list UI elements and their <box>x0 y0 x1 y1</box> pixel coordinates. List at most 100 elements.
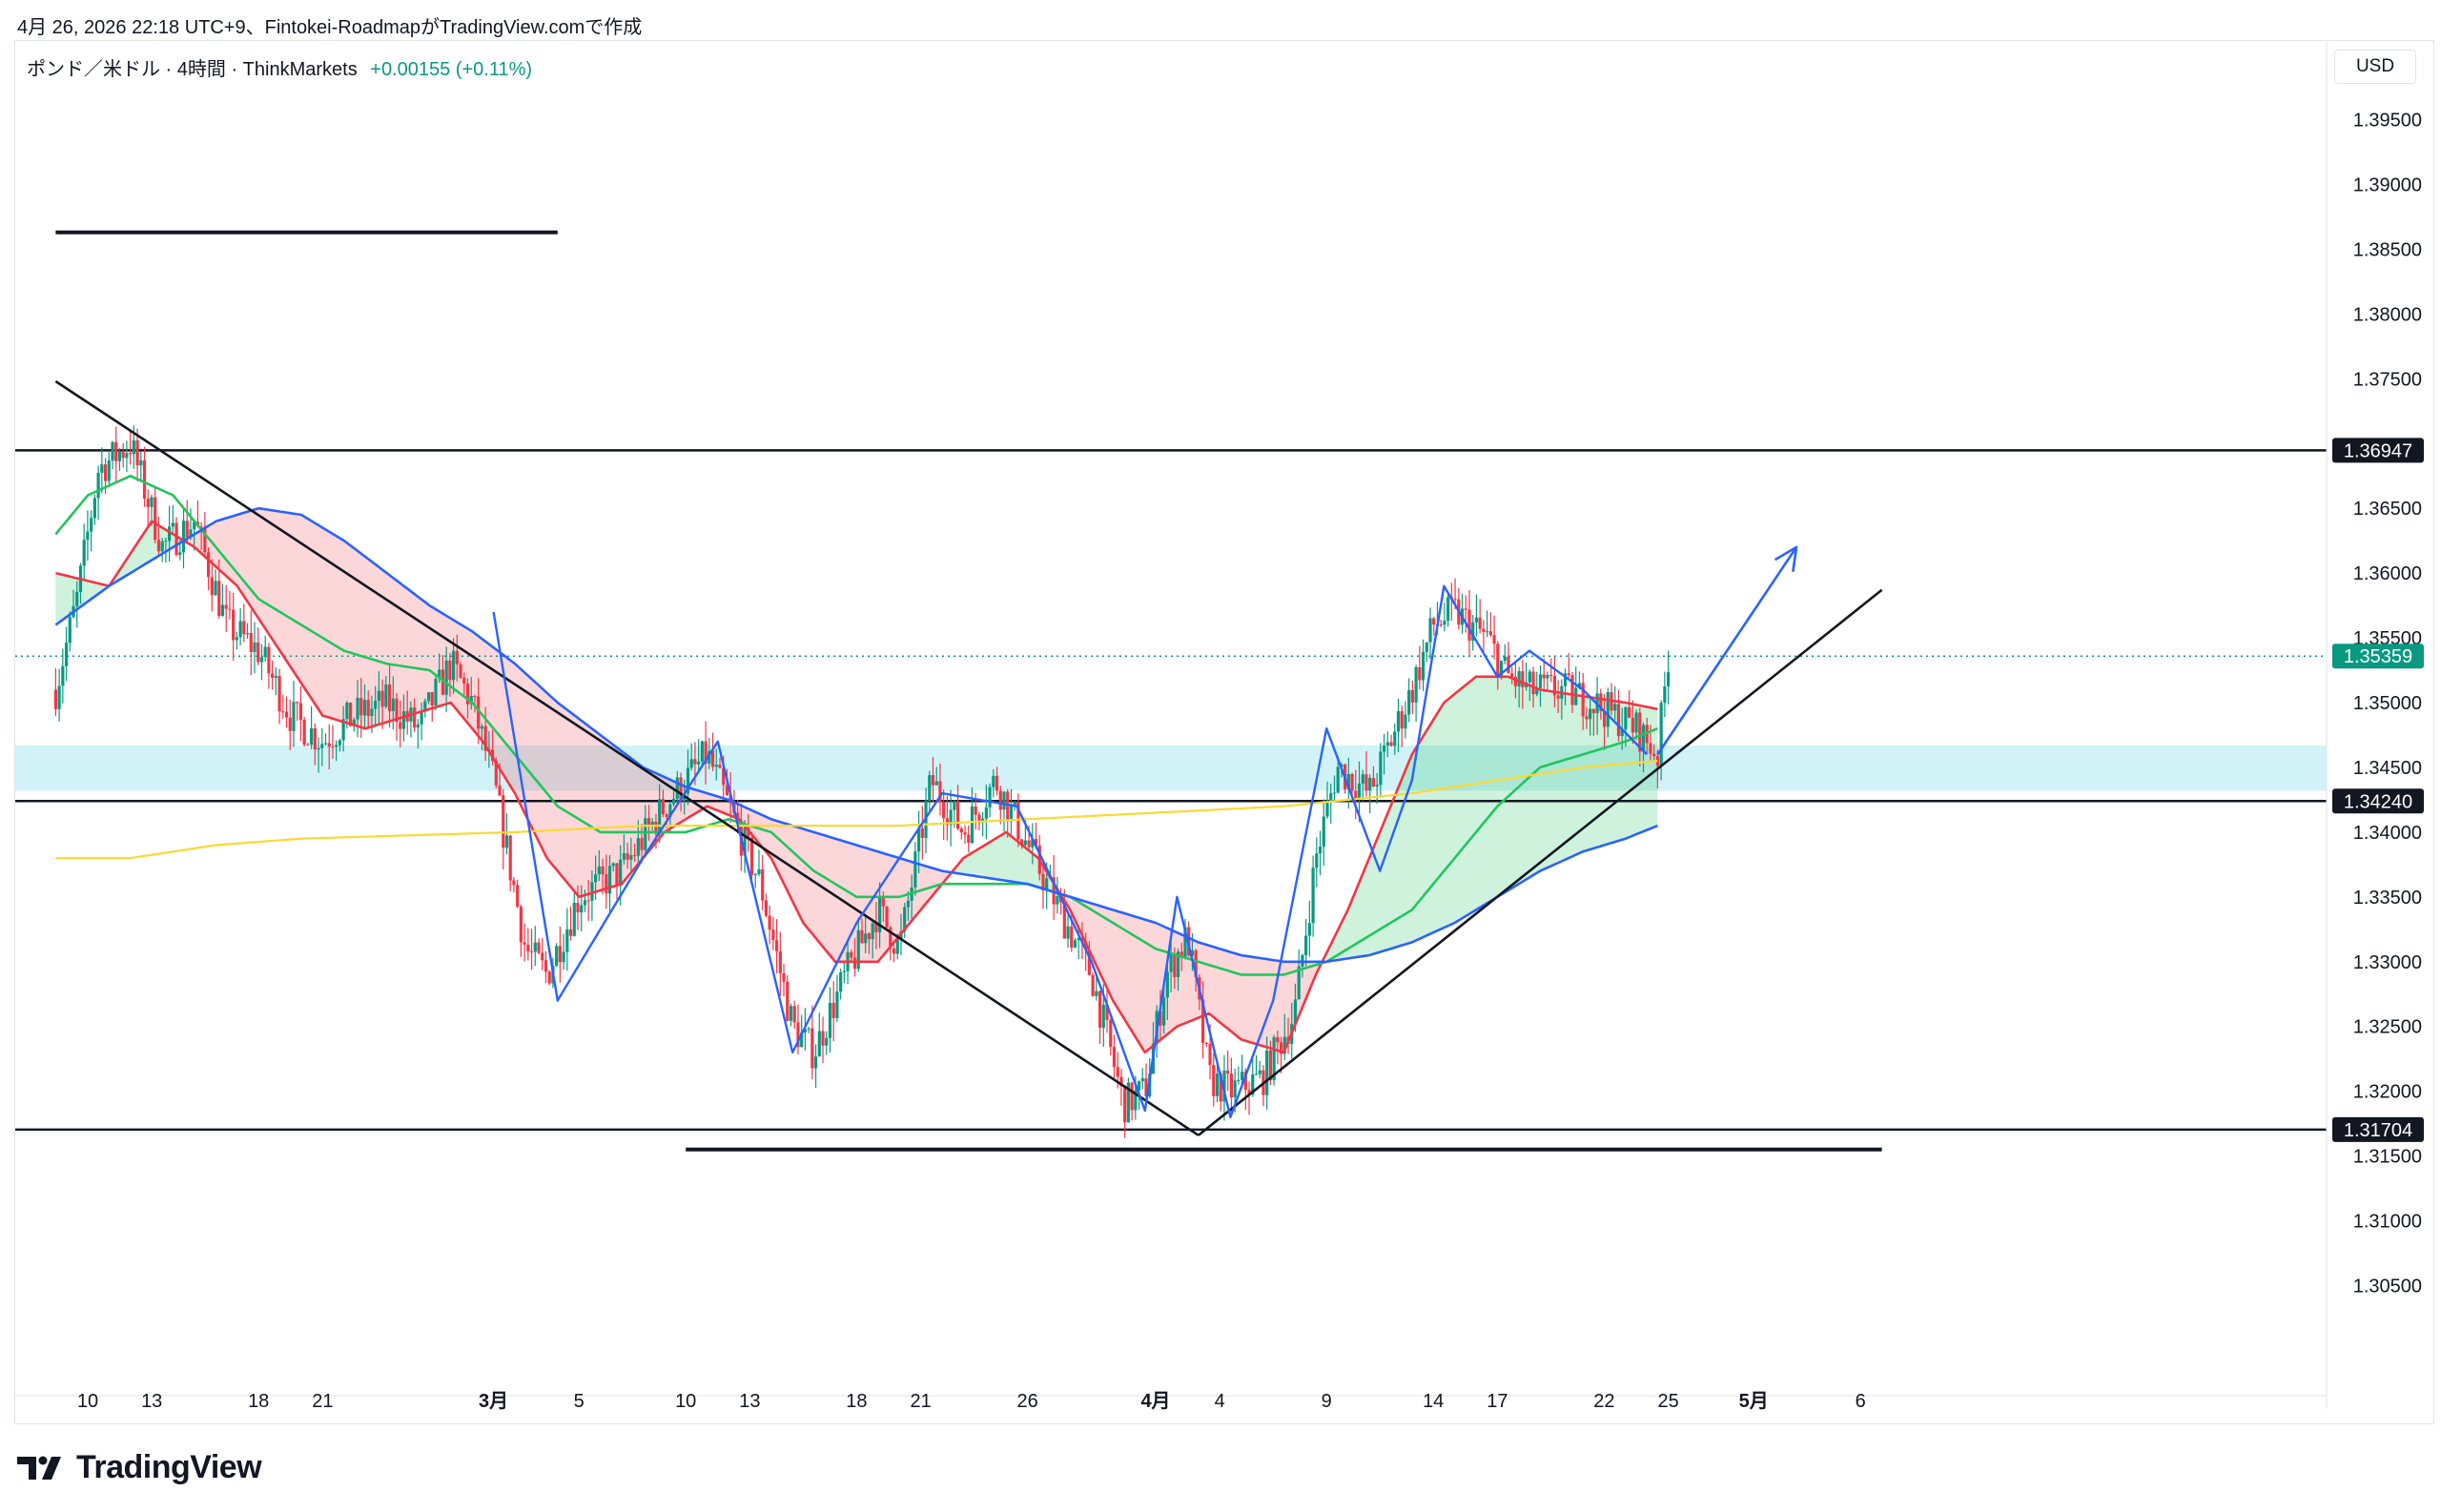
time-tick-label: 21 <box>312 1391 333 1412</box>
candle-body <box>1212 1065 1216 1096</box>
candle-body <box>1428 618 1432 643</box>
candle-body <box>242 621 246 635</box>
candle-body <box>1418 666 1422 681</box>
candle-body <box>121 451 125 459</box>
candle-body <box>1570 675 1574 705</box>
candle-body <box>281 711 285 713</box>
ema-mid-line <box>54 474 1658 976</box>
candle-body <box>313 727 317 750</box>
candle-body <box>193 521 196 530</box>
candle-body <box>654 821 658 834</box>
candle-body <box>68 617 72 644</box>
candle-body <box>1258 1070 1262 1074</box>
candle-body <box>267 646 271 674</box>
candle-body <box>335 745 338 747</box>
candle-body <box>292 702 296 731</box>
candle-body <box>320 744 324 748</box>
candle-body <box>1020 839 1024 846</box>
candle-body <box>1346 773 1350 789</box>
candle-body <box>981 818 985 822</box>
candle-body <box>594 874 598 883</box>
candle-body <box>228 608 232 610</box>
time-tick-label: 6 <box>1856 1391 1866 1412</box>
candle-body <box>480 725 484 729</box>
candle-body <box>1045 878 1049 890</box>
price-axis: 1.39500 1.39000 1.38500 1.38000 1.37500 1.365… <box>2326 42 2424 1409</box>
price-tag-box <box>2332 438 2424 463</box>
candle-body <box>1077 937 1080 941</box>
candle-body <box>1361 774 1364 784</box>
time-tick-label: 10 <box>675 1391 696 1412</box>
candle-body <box>1219 1073 1222 1102</box>
candle-body <box>640 838 644 850</box>
candle-body <box>1414 666 1418 703</box>
candle-body <box>998 790 1002 810</box>
price-tick-label: 1.39500 <box>2353 111 2422 132</box>
candle-body <box>864 933 868 944</box>
candle-body <box>1144 1078 1148 1097</box>
currency-selector[interactable]: USD <box>2334 50 2416 84</box>
candle-body <box>1322 816 1325 848</box>
candle-body <box>1194 950 1198 978</box>
candle-body <box>494 761 498 786</box>
candle-body <box>1499 661 1504 677</box>
candle-body <box>455 650 459 664</box>
price-tick-label: 1.34500 <box>2353 758 2422 779</box>
tradingview-logo[interactable]: TradingView <box>17 1449 262 1486</box>
candle-body <box>590 882 594 901</box>
candle-body <box>1528 671 1531 683</box>
candle-body <box>1513 676 1518 686</box>
candle-body <box>217 581 221 616</box>
candle-body <box>1056 896 1059 905</box>
candle-body <box>810 1028 814 1069</box>
candle-body <box>789 1006 793 1021</box>
candle-body <box>1478 617 1482 629</box>
candle-body <box>1453 599 1457 601</box>
time-axis: 10 13 18 21 3月 5 10 13 18 21 26 4月 4 9 14 17 22 25 5月 6 <box>15 1391 2327 1412</box>
candle-body <box>1599 693 1603 711</box>
candle-body <box>1393 731 1397 746</box>
symbol-legend[interactable]: ポンド／米ドル · 4時間 · ThinkMarkets +0.00155 (+… <box>27 53 532 81</box>
candle-body <box>401 710 406 729</box>
price-tick-label: 1.38000 <box>2353 304 2422 325</box>
candle-body <box>306 745 310 746</box>
candle-body <box>374 701 378 709</box>
candle-body <box>718 765 722 768</box>
candle-body <box>1279 1042 1283 1054</box>
candle-body <box>259 657 264 663</box>
candle-body <box>125 453 129 459</box>
candle-body <box>512 880 516 886</box>
candle-body <box>214 581 217 596</box>
candle-body <box>434 678 438 705</box>
price-tick-label: 1.33000 <box>2353 952 2422 973</box>
candle-body <box>238 621 242 638</box>
candle-body <box>384 684 388 707</box>
candle-body <box>426 692 431 702</box>
price-tick-label: 1.36500 <box>2353 499 2422 520</box>
candle-body <box>168 526 172 541</box>
candle-body <box>438 669 441 679</box>
candle-body <box>189 529 193 538</box>
candle-body <box>245 633 250 635</box>
candle-body <box>1240 1072 1244 1080</box>
candle-body <box>1034 838 1038 846</box>
candle-body <box>1486 631 1489 633</box>
ma-ribbon-fill <box>55 573 104 625</box>
projection-arrow <box>1656 546 1798 756</box>
candle-body <box>310 727 314 746</box>
candle-body <box>636 838 640 856</box>
price-tick-label: 1.35000 <box>2353 693 2422 714</box>
time-tick-label: 10 <box>77 1391 98 1412</box>
candle-body <box>473 695 477 697</box>
candle-body <box>1134 1090 1138 1111</box>
candle-body <box>523 942 526 945</box>
candle-body <box>970 806 974 844</box>
candle-body <box>277 675 281 712</box>
candle-body <box>953 801 956 810</box>
candle-body <box>856 930 860 970</box>
candle-body <box>771 930 775 941</box>
candle-body <box>1510 673 1514 677</box>
candle-body <box>296 702 299 704</box>
candle-body <box>139 460 143 466</box>
